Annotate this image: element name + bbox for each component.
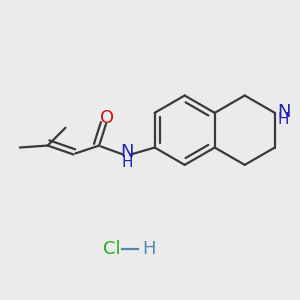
Text: Cl: Cl [103, 240, 120, 258]
Text: H: H [142, 240, 156, 258]
Text: O: O [100, 109, 114, 127]
Text: H: H [121, 155, 133, 170]
Text: H: H [278, 112, 289, 127]
Text: N: N [278, 103, 291, 121]
Text: N: N [120, 143, 134, 161]
